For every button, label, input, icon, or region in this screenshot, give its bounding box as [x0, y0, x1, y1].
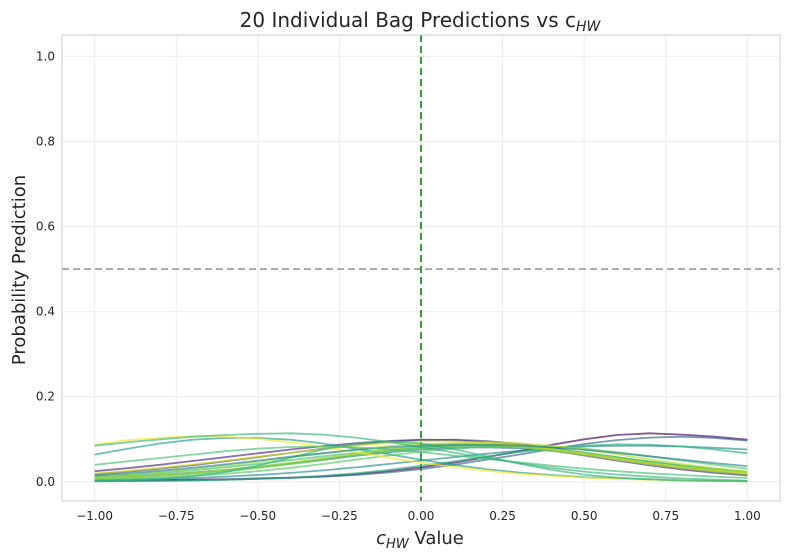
chart-title-subscript: HW [576, 19, 602, 35]
series-lines [94, 432, 748, 483]
x-axis-title: cHW Value [376, 528, 464, 552]
x-tick-label: 0.25 [489, 509, 516, 523]
x-tick-label: 0.00 [408, 509, 435, 523]
x-axis-title-suffix: Value [409, 528, 464, 549]
plot-frame [61, 34, 781, 502]
x-tick-label: −1.00 [76, 509, 113, 523]
x-tick-labels: −1.00 −0.75 −0.50 −0.25 0.00 0.25 0.50 0.75 1.00 [76, 509, 760, 523]
x-tick-label: −0.25 [321, 509, 358, 523]
series-line-20 [94, 432, 748, 482]
y-tick-label: 0.0 [36, 475, 55, 489]
x-tick-label: 0.75 [652, 509, 679, 523]
x-axis-title-subscript: HW [386, 537, 410, 552]
x-tick-label: −0.50 [239, 509, 276, 523]
chart-title: 20 Individual Bag Predictions vs cHW [240, 8, 602, 35]
series-line-18 [94, 443, 748, 477]
y-tick-label: 0.8 [36, 134, 55, 148]
x-tick-label: 1.00 [734, 509, 761, 523]
y-axis-title: Probability Prediction [9, 175, 30, 365]
series-line-15 [94, 440, 748, 475]
chart-title-main: 20 Individual Bag Predictions vs c [240, 8, 576, 32]
y-tick-label: 0.2 [36, 390, 55, 404]
reference-lines [62, 35, 780, 501]
y-tick-label: 0.6 [36, 220, 55, 234]
y-tick-label: 1.0 [36, 49, 55, 63]
x-axis-title-symbol: c [376, 528, 386, 549]
y-tick-labels: 0.0 0.2 0.4 0.6 0.8 1.0 [36, 49, 55, 489]
y-tick-label: 0.4 [36, 305, 55, 319]
series-line-19 [94, 445, 748, 479]
x-tick-label: 0.50 [571, 509, 598, 523]
series-line-17 [94, 440, 748, 483]
x-tick-label: −0.75 [158, 509, 195, 523]
series-line-9 [94, 443, 748, 483]
